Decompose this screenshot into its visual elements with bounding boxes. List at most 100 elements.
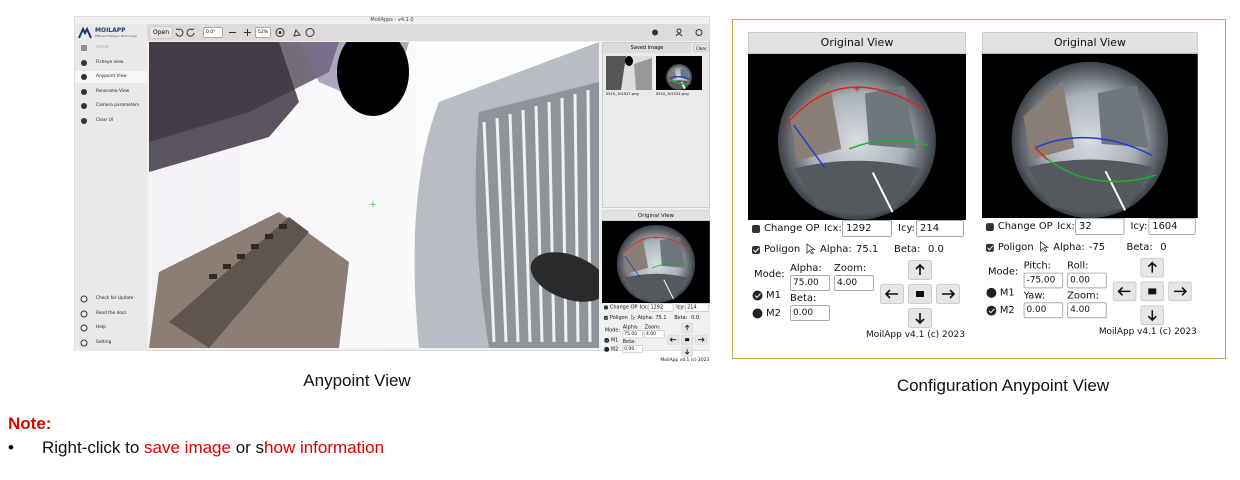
mode-label: M2 (999, 305, 1015, 317)
menu-item: Fisheye view (96, 59, 124, 65)
mode-label: M1 (999, 287, 1015, 299)
label: Alpha: (637, 314, 654, 321)
param-input: 0.00 (622, 345, 643, 354)
open-button: Open (149, 26, 174, 39)
menu-icon (81, 103, 87, 109)
label: Alpha: (820, 244, 852, 255)
input: 1604 (1148, 218, 1196, 235)
param-input: -75.00 (1023, 272, 1064, 289)
input: 1292 (842, 220, 892, 237)
note-highlight: save image (144, 438, 231, 457)
arrow-button (695, 334, 707, 345)
param-label: Beta: (622, 339, 636, 345)
file-name: 0510_101531.png (656, 92, 689, 96)
mode-label: M2 (766, 308, 781, 319)
arrow-button (681, 334, 694, 345)
clear-button: Clear (693, 44, 710, 52)
label: Mode: (987, 266, 1019, 278)
fisheye-image: + (748, 54, 966, 220)
window-icons (652, 28, 703, 37)
mode-label: M2 (610, 346, 619, 353)
arrow-button (681, 346, 694, 357)
rotation-input: 0.0° (203, 27, 223, 38)
checkbox (603, 315, 608, 320)
param-input: 4.00 (644, 330, 665, 339)
menu-item: Clear UI (96, 117, 114, 123)
arrow-button (1168, 281, 1192, 302)
param-input: 75.00 (790, 275, 830, 291)
arrow-button (908, 308, 932, 328)
label: Icy: (898, 223, 916, 234)
param-label: Pitch: (1023, 260, 1052, 272)
sidebar: MOILAPP Efficient Fisheye Technology Home F… (75, 24, 147, 351)
panel-title: Original View (602, 210, 710, 221)
menu-item: Anypoint View (96, 74, 127, 79)
file-name: 0510_101527.png (606, 92, 639, 96)
footer: MoilApp v4.1 (c) 2023 (866, 330, 965, 340)
label: Poligon (609, 314, 628, 321)
arrow-button (1140, 257, 1165, 278)
saved-image-panel: Saved Image Clear 0510_101527.png 0510_101… (602, 42, 710, 208)
note-title: Note: (8, 414, 52, 433)
param-label: Zoom: (1067, 290, 1100, 302)
svg-text:+: + (654, 236, 658, 242)
param-label: Zoom: (644, 324, 661, 330)
arrow-button (667, 334, 680, 345)
control-panel: Original View + Change OP Icx: 1292 Icy: 214 P… (748, 32, 966, 345)
control-panel: Original View + Change OP Icx: 1292 Icy: 214 P… (602, 210, 710, 365)
brand: MOILAPP (95, 27, 126, 34)
value: 75.1 (655, 314, 667, 321)
zoom-buttons (229, 29, 251, 36)
menu-icon (80, 339, 88, 346)
param-input: 0.00 (1067, 272, 1107, 289)
param-label: Zoom: (834, 263, 867, 274)
value: 0.0 (691, 314, 699, 321)
checkbox (985, 243, 994, 252)
input: 32 (1075, 218, 1125, 235)
footer: MoilApp v4.1 (c) 2023 (660, 357, 710, 363)
menu-icon (80, 295, 88, 303)
menu-item: Check for Update (96, 296, 134, 301)
logo (78, 27, 92, 39)
menu-item: Home (96, 45, 109, 50)
menu-item: Setting (96, 339, 112, 345)
label: Icx: (824, 223, 842, 234)
cursor-icon (1040, 241, 1050, 253)
zoom-input: 52% (255, 27, 271, 38)
arrow-button (681, 322, 694, 333)
window-title: MoilApps - v4.1.0 (370, 17, 414, 23)
menu-icon (81, 88, 87, 95)
anypoint-image: + (149, 42, 599, 348)
note-line: Right-click to save image or show inform… (42, 438, 384, 458)
arrow-button (936, 284, 960, 304)
label: Icx: (639, 304, 649, 310)
svg-text:+: + (853, 84, 861, 95)
cursor-icon (806, 243, 816, 255)
param-input: 0.00 (790, 305, 830, 321)
value: 0.0 (928, 244, 944, 255)
label: Beta: (674, 314, 688, 321)
brand-tagline: Efficient Fisheye Technology (95, 34, 138, 38)
label: Poligon (764, 244, 801, 255)
label: Beta: (894, 244, 921, 255)
app-window: MoilApps - v4.1.0 Open 0.0° 52% MOILAPP Effic… (74, 16, 710, 362)
arrow-button (1112, 281, 1137, 302)
caption: Anypoint View (303, 371, 411, 390)
menu-item: Panorama View (96, 88, 130, 94)
fisheye-image (982, 53, 1198, 219)
mode-radio (604, 346, 610, 352)
checkbox (985, 223, 994, 231)
caption: Configuration Anypoint View (896, 376, 1110, 395)
arrow-button (1140, 281, 1165, 302)
toolbar: Open 0.0° 52% (147, 24, 709, 41)
value: 75.1 (856, 244, 879, 255)
param-label: Yaw: (1023, 290, 1046, 302)
input: 214 (685, 303, 709, 312)
arrow-button (908, 260, 932, 280)
input: 1292 (648, 303, 674, 312)
mode-radio (752, 308, 763, 319)
thumbnail (656, 56, 702, 90)
panel-title: Original View (982, 32, 1198, 54)
tool-icons (275, 28, 315, 37)
label: Icy: (1130, 221, 1148, 232)
